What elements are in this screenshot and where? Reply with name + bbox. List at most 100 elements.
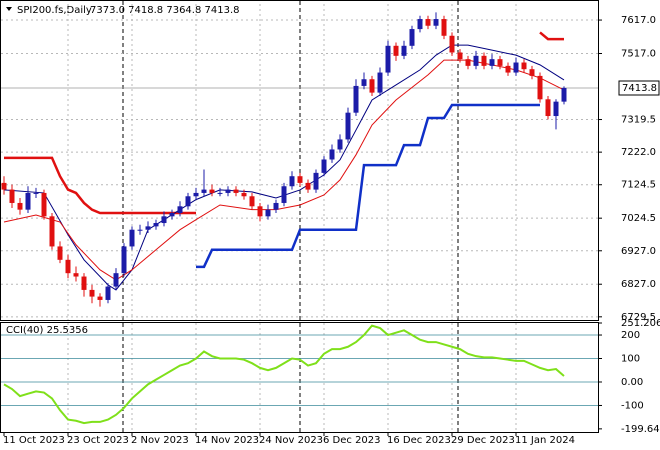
candle-body: [41, 192, 47, 217]
candle-body: [217, 192, 223, 194]
candle-body: [33, 192, 39, 194]
candle-body: [313, 172, 319, 190]
candle-body: [49, 216, 55, 247]
candle-body: [113, 273, 119, 287]
x-tick-label: 24 Nov 2023: [259, 435, 323, 446]
candle-body: [417, 19, 423, 30]
candle-body: [361, 79, 367, 86]
candle-body: [297, 176, 303, 183]
candle-body: [353, 85, 359, 113]
candle-body: [393, 45, 399, 56]
candle-body: [345, 112, 351, 140]
candle-body: [9, 189, 15, 203]
candle-body: [121, 246, 127, 274]
y-tick-label: 6827.0: [621, 279, 656, 290]
candle-body: [281, 186, 287, 203]
candle-body: [329, 149, 335, 160]
candle-body: [257, 206, 263, 217]
y-tick-label: 0.00: [621, 377, 643, 388]
indicator-panel: [0, 322, 599, 433]
y-tick-label: 6927.0: [621, 246, 656, 257]
candle-body: [337, 139, 343, 150]
y-tick-label: 7617.0: [621, 15, 656, 26]
menu-arrow: [6, 7, 12, 11]
y-tick-label: 7319.5: [621, 115, 656, 126]
candle-body: [409, 29, 415, 46]
candle-body: [177, 206, 183, 213]
candle-body: [513, 62, 519, 73]
overlay-line: [4, 31, 564, 215]
candle-body: [377, 72, 383, 93]
y-tick-label: 6729.5: [621, 312, 656, 323]
main-panel: [0, 0, 599, 321]
ohlc-text: 7373.0 7418.8 7364.8 7413.8: [90, 5, 240, 16]
candle-body: [449, 35, 455, 53]
indicator-title: CCI(40) 25.5356: [6, 325, 88, 336]
candle-body: [537, 75, 543, 100]
y-tick-label: 7124.5: [621, 180, 656, 191]
last-price-label: 7413.8: [622, 83, 657, 94]
candle-body: [433, 19, 439, 26]
candle-body: [105, 286, 111, 300]
candle-body: [193, 192, 199, 197]
x-tick-label: 16 Dec 2023: [387, 435, 451, 446]
candle-body: [273, 202, 279, 210]
candle-body: [241, 192, 247, 197]
candle-body: [561, 87, 567, 102]
candle-body: [57, 246, 63, 260]
candle-body: [201, 189, 207, 193]
candle-body: [209, 189, 215, 193]
indicator-line: [3, 324, 565, 425]
overlay-line: [3, 59, 565, 281]
candle-body: [489, 59, 495, 66]
x-tick-label: 6 Dec 2023: [323, 435, 381, 446]
candle-body: [481, 55, 487, 66]
candle-body: [545, 99, 551, 117]
candle-body: [137, 229, 143, 231]
x-tick-label: 29 Dec 2023: [451, 435, 515, 446]
candle-body: [321, 159, 327, 173]
candle-body: [505, 65, 511, 73]
candle-body: [473, 55, 479, 66]
candle-body: [265, 209, 271, 217]
candle-body: [441, 19, 447, 36]
candle-body: [249, 196, 255, 207]
candle-body: [425, 19, 431, 26]
candle-body: [369, 79, 375, 93]
x-tick-label: 11 Jan 2024: [515, 435, 575, 446]
candle-body: [129, 229, 135, 247]
candle-body: [289, 176, 295, 187]
candle-body: [153, 223, 159, 227]
candle-body: [465, 59, 471, 66]
candle-body: [145, 226, 151, 230]
candle-body: [25, 192, 31, 210]
candle-body: [17, 202, 23, 210]
candle-body: [457, 52, 463, 60]
chart-title: SPI200.fs,Daily: [17, 5, 92, 16]
candle-body: [73, 273, 79, 277]
candle-body: [305, 182, 311, 190]
candle-body: [233, 189, 239, 193]
candle-body: [529, 69, 535, 76]
candle-body: [401, 45, 407, 56]
candle-body: [1, 182, 7, 190]
x-tick-label: 11 Oct 2023: [3, 435, 65, 446]
candle-body: [81, 276, 87, 290]
x-tick-label: 23 Oct 2023: [67, 435, 129, 446]
y-tick-label: 200: [621, 330, 640, 341]
y-tick-label: 7222.0: [621, 147, 656, 158]
candle-body: [521, 62, 527, 70]
last-price-box: [618, 80, 660, 96]
candle-body: [97, 296, 103, 300]
candle-body: [89, 289, 95, 297]
overlay-line: [196, 103, 540, 269]
y-tick-label: 100: [621, 354, 640, 365]
candle-body: [497, 59, 503, 66]
candle-body: [161, 216, 167, 224]
candle-body: [225, 189, 231, 193]
overlay-line: [3, 44, 565, 291]
candle-body: [553, 101, 559, 117]
y-tick-label: 7024.5: [621, 213, 656, 224]
y-tick-label: -199.648: [621, 424, 660, 435]
